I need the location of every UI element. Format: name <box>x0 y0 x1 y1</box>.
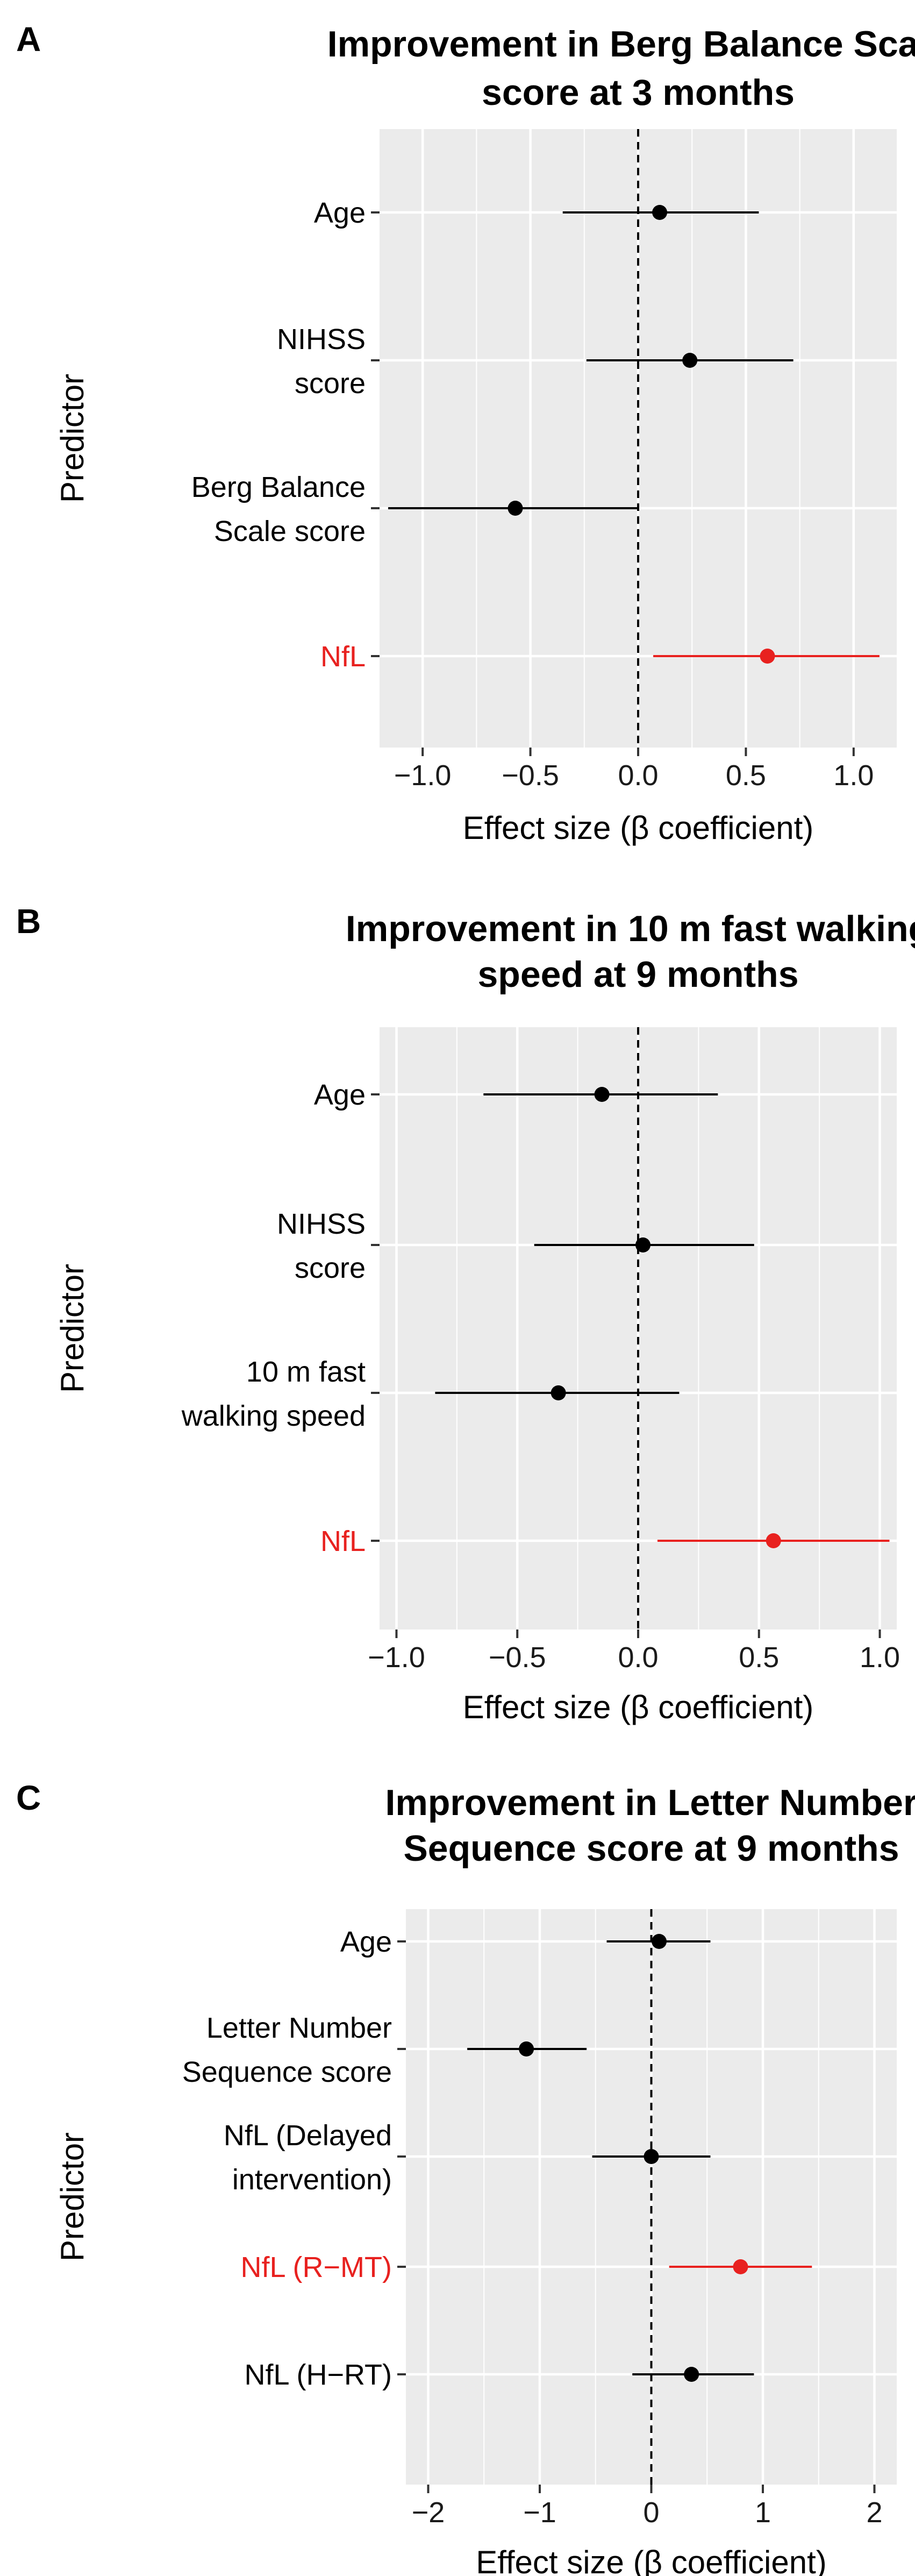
point-estimate <box>644 2149 659 2164</box>
point-estimate <box>635 1237 650 1253</box>
predictor-label: Scale score <box>214 515 366 547</box>
predictor-label: NfL (H−RT) <box>244 2359 392 2391</box>
predictor-row: 10 m fast walking speed <box>181 1356 680 1432</box>
predictor-label: NIHSS <box>277 1208 366 1240</box>
chart-title: Improvement in 10 m fast walking <box>346 908 915 949</box>
panel-c: C Improvement in Letter Number Sequence sc… <box>16 1778 915 2576</box>
x-axis-label: Effect size (β coefficient) <box>476 2544 827 2576</box>
predictor-row: NfL <box>320 1525 890 1557</box>
x-tick-label: 2 <box>866 2496 882 2529</box>
predictor-label: NfL (R−MT) <box>241 2251 392 2283</box>
point-estimate <box>684 2367 699 2382</box>
predictor-label: score <box>295 367 366 400</box>
predictor-label: intervention) <box>232 2164 392 2196</box>
point-estimate <box>682 353 698 368</box>
x-axis-label: Effect size (β coefficient) <box>463 810 814 846</box>
predictor-label: Age <box>314 1079 366 1111</box>
y-axis-label: Predictor <box>54 1264 90 1393</box>
predictor-label: Age <box>314 197 366 229</box>
x-tick-label: 0.0 <box>618 1641 658 1674</box>
chart-title: Sequence score at 9 months <box>403 1828 899 1869</box>
panel-letter: B <box>16 902 41 941</box>
panel-a: A Improvement in Berg Balance Scale score … <box>16 20 915 846</box>
y-axis-label: Predictor <box>54 2132 90 2261</box>
predictor-row: NIHSS score <box>277 323 794 400</box>
point-estimate <box>594 1087 610 1102</box>
point-estimate <box>551 1385 566 1400</box>
predictor-label: NfL <box>320 641 366 673</box>
chart-title: speed at 9 months <box>477 954 798 995</box>
panel-b: B Improvement in 10 m fast walking speed a… <box>16 902 915 1725</box>
predictor-label: NfL <box>320 1525 366 1557</box>
panel-letter: C <box>16 1778 41 1817</box>
predictor-row: NfL <box>320 641 880 673</box>
predictor-label: Sequence score <box>182 2056 392 2088</box>
x-tick-label: −1.0 <box>368 1641 425 1674</box>
predictor-label: score <box>295 1252 366 1284</box>
predictor-row: NIHSS score <box>277 1208 754 1284</box>
predictor-label: Age <box>340 1926 392 1958</box>
predictor-row: NfL (Delayed intervention) <box>224 2119 711 2196</box>
x-tick-label: 1.0 <box>860 1641 900 1674</box>
chart-title: Improvement in Berg Balance Scale <box>327 24 915 65</box>
predictor-row: Letter Number Sequence score <box>182 2012 587 2088</box>
point-estimate <box>760 649 775 664</box>
predictor-row: NfL (H−RT) <box>244 2359 754 2391</box>
predictor-label: NfL (Delayed <box>224 2119 392 2152</box>
x-tick-label: 0.0 <box>618 759 658 792</box>
x-tick-label: 1.0 <box>833 759 874 792</box>
x-axis-label: Effect size (β coefficient) <box>463 1689 814 1725</box>
y-axis-label: Predictor <box>54 374 90 503</box>
x-tick-label: −0.5 <box>502 759 559 792</box>
predictor-row: NfL (R−MT) <box>241 2251 812 2283</box>
predictor-row: Age <box>314 1079 718 1111</box>
x-tick-label: −0.5 <box>489 1641 546 1674</box>
point-estimate <box>652 1934 667 1949</box>
predictor-row: Berg Balance Scale score <box>191 471 638 547</box>
predictor-label: Letter Number <box>206 2012 392 2044</box>
predictor-row: Age <box>340 1926 711 1958</box>
point-estimate <box>519 2041 534 2056</box>
x-tick-label: 0 <box>643 2496 659 2529</box>
x-tick-label: −1 <box>523 2496 556 2529</box>
point-estimate <box>766 1533 781 1548</box>
predictor-row: Age <box>314 197 759 229</box>
chart-title: Improvement in Letter Number <box>385 1782 915 1823</box>
panel-letter: A <box>16 20 41 59</box>
predictor-label: 10 m fast <box>246 1356 366 1388</box>
point-estimate <box>733 2259 748 2274</box>
predictor-label: NIHSS <box>277 323 366 355</box>
predictor-label: walking speed <box>181 1400 366 1432</box>
x-tick-label: −1.0 <box>394 759 452 792</box>
chart-title: score at 3 months <box>482 72 795 113</box>
predictor-label: Berg Balance <box>191 471 366 503</box>
x-tick-label: 1 <box>755 2496 771 2529</box>
x-tick-label: −2 <box>412 2496 445 2529</box>
x-tick-label: 0.5 <box>726 759 766 792</box>
x-tick-label: 0.5 <box>739 1641 779 1674</box>
point-estimate <box>507 501 523 516</box>
point-estimate <box>652 205 668 220</box>
